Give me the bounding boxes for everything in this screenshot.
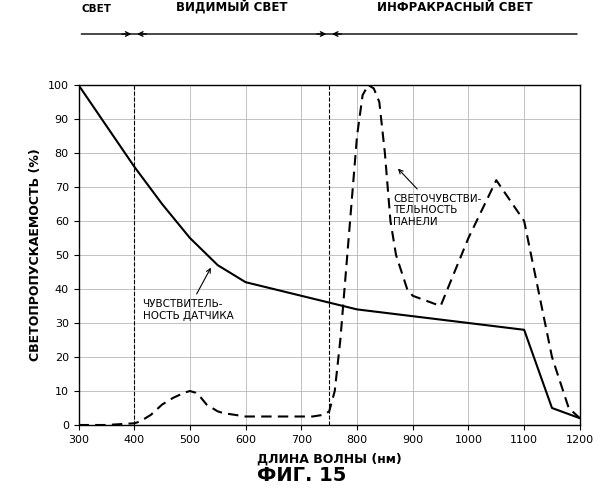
- X-axis label: ДЛИНА ВОЛНЫ (нм): ДЛИНА ВОЛНЫ (нм): [257, 453, 402, 466]
- Y-axis label: СВЕТОПРОПУСКАЕМОСТЬ (%): СВЕТОПРОПУСКАЕМОСТЬ (%): [29, 148, 42, 362]
- Text: ВИДИМЫЙ СВЕТ: ВИДИМЫЙ СВЕТ: [176, 0, 288, 14]
- Text: УЛЬТРАФИОЛЕТОВЫЙ
СВЕТ: УЛЬТРАФИОЛЕТОВЫЙ СВЕТ: [82, 0, 216, 14]
- Text: СВЕТОЧУВСТВИ-
ТЕЛЬНОСТЬ
ПАНЕЛИ: СВЕТОЧУВСТВИ- ТЕЛЬНОСТЬ ПАНЕЛИ: [393, 170, 481, 227]
- Text: ИНФРАКРАСНЫЙ СВЕТ: ИНФРАКРАСНЫЙ СВЕТ: [377, 0, 532, 14]
- Text: ЧУВСТВИТЕЛЬ-
НОСТЬ ДАТЧИКА: ЧУВСТВИТЕЛЬ- НОСТЬ ДАТЧИКА: [143, 268, 233, 321]
- Text: ФИГ. 15: ФИГ. 15: [257, 466, 347, 485]
